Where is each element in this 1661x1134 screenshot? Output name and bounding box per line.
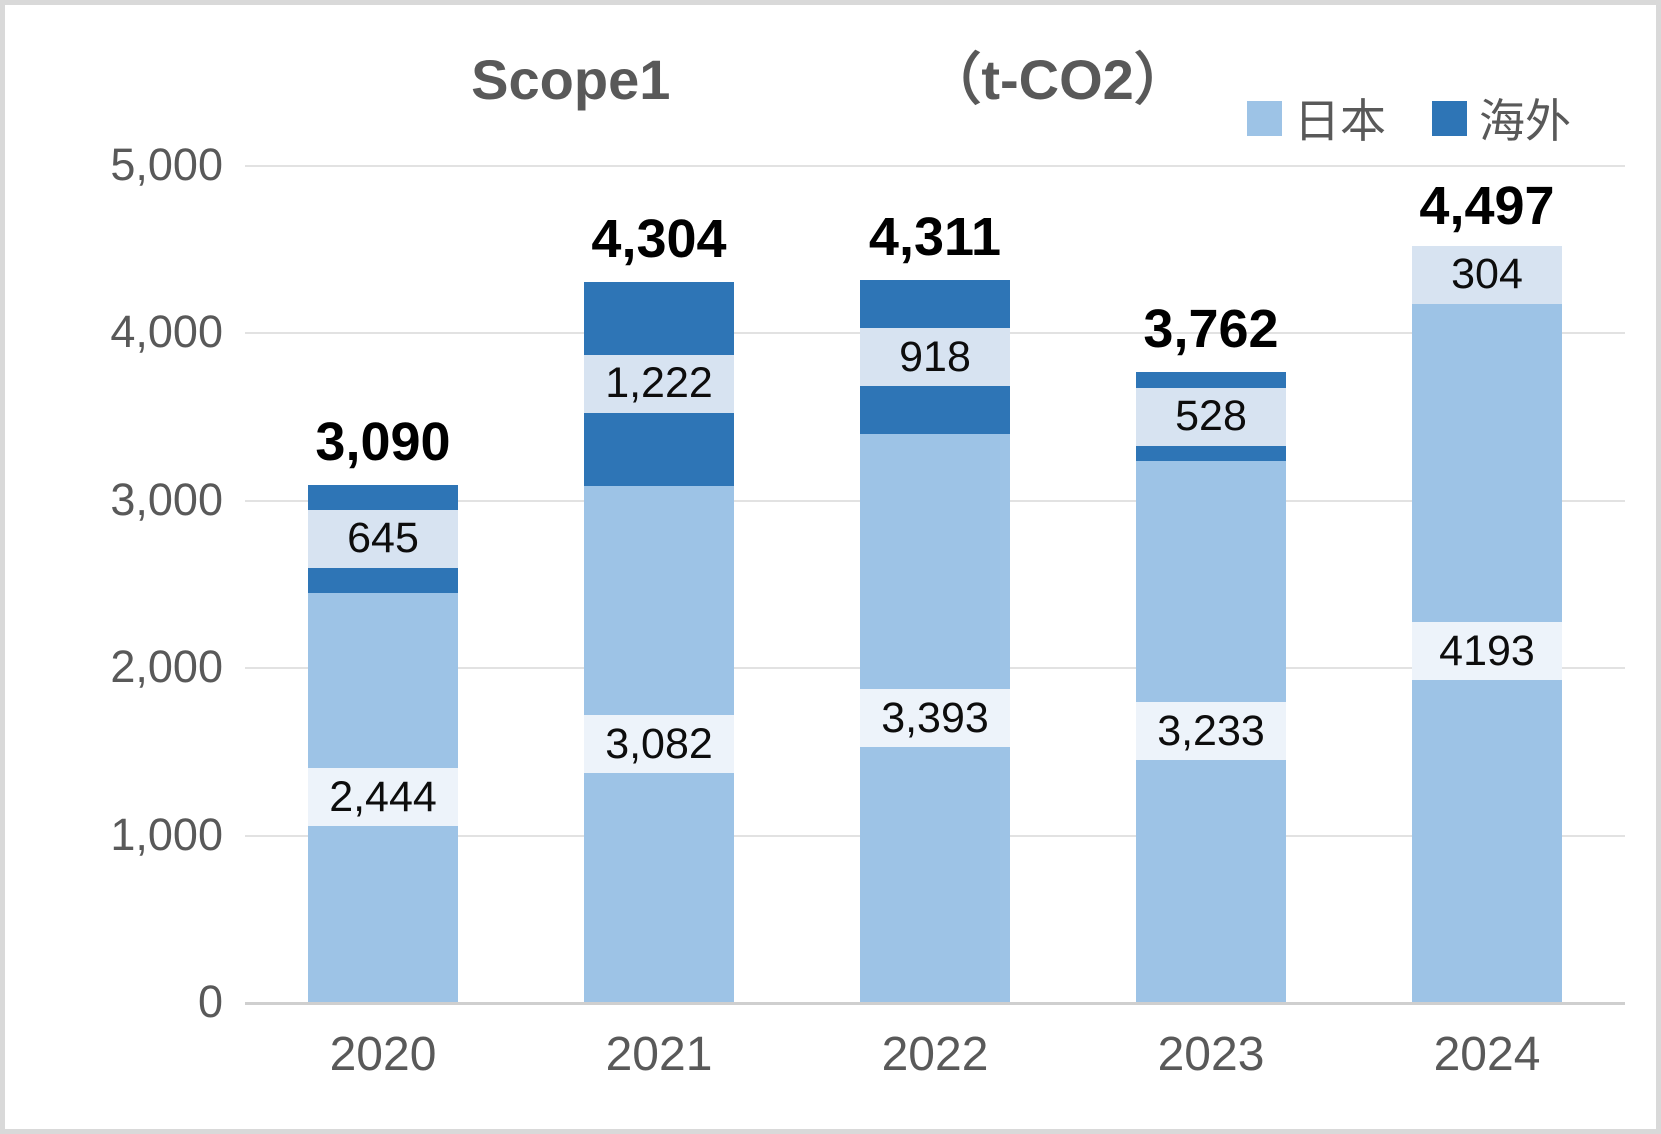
chart-title: Scope1 （t-CO2）: [5, 35, 1656, 116]
overseas-data-label: 1,222: [584, 354, 734, 413]
legend-item-japan: 日本: [1247, 85, 1386, 151]
x-tick-label: 2024: [1433, 1028, 1541, 1081]
x-axis-labels: 2020 2021 2022 2023 2024: [245, 1027, 1625, 1097]
total-label: 3,090: [315, 411, 451, 472]
overseas-data-label: 645: [308, 509, 458, 568]
total-label: 3,762: [1143, 299, 1279, 360]
y-tick-label: 1,000: [110, 808, 223, 860]
overseas-data-label: 304: [1412, 245, 1562, 304]
total-label: 4,497: [1419, 176, 1555, 237]
bar-slot-2023: 3,233 528 3,762: [1073, 165, 1349, 1002]
legend: 日本 海外: [1247, 85, 1571, 151]
legend-label: 海外: [1479, 95, 1571, 147]
x-tick-label: 2022: [881, 1028, 989, 1081]
stacked-bar-2023: 3,233 528 3,762: [1136, 302, 1286, 1002]
legend-label: 日本: [1294, 95, 1386, 147]
legend-item-overseas: 海外: [1432, 85, 1571, 151]
x-tick-label: 2020: [329, 1028, 437, 1081]
y-axis-labels: 5,000 4,000 3,000 2,000 1,000 0: [5, 139, 223, 1027]
x-tick-label: 2023: [1157, 1028, 1265, 1081]
stacked-bar-2021: 3,082 1,222 4,304: [584, 212, 734, 1002]
y-tick-label: 5,000: [110, 139, 223, 190]
bar-slot-2020: 2,444 645 3,090: [245, 165, 521, 1002]
japan-data-label: 4193: [1412, 622, 1562, 681]
bar-slot-2022: 3,393 918 4,311: [797, 165, 1073, 1002]
stacked-bar-2024: 4193 304 4,497: [1412, 179, 1562, 1002]
total-label: 4,304: [591, 208, 727, 269]
x-axis-line: [245, 1002, 1625, 1005]
y-tick-label: 3,000: [110, 473, 223, 525]
bar-slot-2021: 3,082 1,222 4,304: [521, 165, 797, 1002]
japan-data-label: 3,082: [584, 715, 734, 774]
chart-title-unit: （t-CO2）: [925, 48, 1190, 111]
plot-area: 2,444 645 3,090 3,082 1,222 4,304 3,393 918 4,31…: [245, 165, 1625, 1005]
y-tick-label: 4,000: [110, 306, 223, 358]
grid-line: [245, 165, 1625, 167]
japan-data-label: 2,444: [308, 768, 458, 827]
bar-slot-2024: 4193 304 4,497: [1349, 165, 1625, 1002]
stacked-bar-2022: 3,393 918 4,311: [860, 210, 1010, 1002]
bars-container: 2,444 645 3,090 3,082 1,222 4,304 3,393 918 4,31…: [245, 165, 1625, 1002]
overseas-data-label: 918: [860, 328, 1010, 387]
chart-title-main: Scope1: [471, 48, 671, 111]
overseas-data-label: 528: [1136, 387, 1286, 446]
total-label: 4,311: [868, 207, 1002, 268]
japan-data-label: 3,393: [860, 689, 1010, 748]
x-tick-label: 2021: [605, 1028, 713, 1081]
stacked-bar-2020: 2,444 645 3,090: [308, 415, 458, 1002]
legend-swatch-icon: [1432, 100, 1467, 136]
japan-data-label: 3,233: [1136, 702, 1286, 761]
y-tick-label: 0: [197, 976, 223, 1027]
y-tick-label: 2,000: [110, 641, 223, 693]
legend-swatch-icon: [1247, 100, 1282, 136]
